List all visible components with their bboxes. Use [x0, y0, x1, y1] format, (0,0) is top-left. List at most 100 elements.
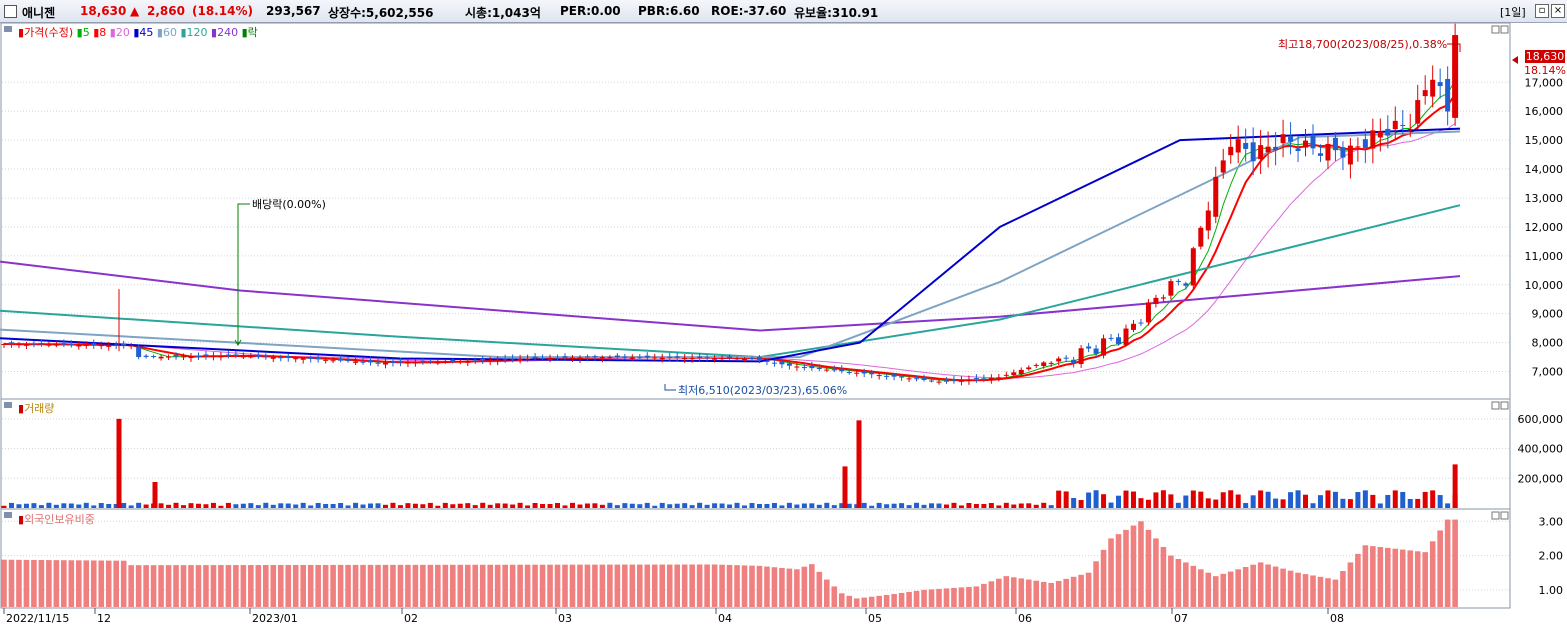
panel-menu-icon[interactable] — [4, 402, 12, 408]
volume-bar — [248, 503, 254, 508]
x-tick-label: 03 — [558, 612, 572, 625]
candle-body — [450, 359, 456, 362]
candle-body — [794, 366, 800, 368]
volume-bar — [158, 503, 164, 508]
candle-body — [16, 344, 22, 346]
panel-menu-icon[interactable] — [4, 26, 12, 32]
candle-body — [1101, 338, 1107, 356]
candle-body — [106, 345, 112, 347]
legend-entry: 45 — [139, 26, 153, 39]
candle-body — [1370, 130, 1376, 149]
volume-bar — [1445, 503, 1451, 508]
foreign-ratio-bar — [726, 564, 733, 607]
foreign-ratio-bar — [704, 564, 710, 607]
candle-body — [1325, 143, 1331, 161]
volume-bar — [300, 502, 306, 508]
volume-bar — [91, 505, 97, 508]
panel-close-icon[interactable] — [1500, 401, 1509, 410]
current-price-pointer — [1512, 56, 1518, 64]
candle-body — [637, 357, 643, 359]
candle-body — [943, 380, 949, 382]
candle-body — [876, 375, 882, 377]
foreign-ratio-bar — [786, 568, 793, 607]
candle-body — [181, 356, 187, 358]
maximize-icon[interactable]: ▫ — [1535, 4, 1549, 18]
candle-body — [1071, 359, 1077, 364]
volume-bar — [816, 504, 822, 508]
candle-body — [390, 361, 396, 363]
volume-bar — [106, 503, 112, 508]
candle-body — [929, 380, 935, 382]
candle-body — [973, 377, 979, 379]
foreign-tick-label: 1.00 — [1539, 584, 1564, 597]
volume-bar — [884, 504, 890, 508]
candle-body — [555, 357, 561, 359]
foreign-ratio-bar — [8, 559, 15, 607]
candle-body — [382, 362, 388, 365]
panel-close-icon[interactable] — [1500, 511, 1509, 520]
panel-maximize-icon[interactable] — [1491, 511, 1500, 520]
foreign-ratio-bar — [622, 564, 628, 607]
listed-shares: 상장수:5,602,556 — [328, 6, 434, 20]
foreign-ratio-bar — [1385, 547, 1391, 607]
candle-body — [1422, 90, 1428, 97]
candle-body — [540, 358, 546, 360]
foreign-ratio-bar — [816, 571, 823, 607]
foreign-ratio-bar — [38, 560, 45, 607]
foreign-ratio-bar — [509, 564, 516, 607]
volume-bar — [1370, 494, 1376, 508]
candle-body — [1011, 372, 1017, 376]
foreign-ratio-bar — [1272, 566, 1279, 607]
legend-marker: ▮ — [177, 26, 187, 39]
foreign-ratio-bar — [966, 586, 972, 607]
volume-bar — [869, 505, 875, 508]
foreign-ratio-bar — [23, 559, 30, 607]
volume-bar — [577, 504, 583, 508]
stock-chart[interactable]: 7,000 8,000 9,000 10,000 11,000 12,000 13,000 1… — [0, 22, 1567, 630]
panel-maximize-icon[interactable] — [1491, 25, 1500, 34]
candle-body — [128, 345, 134, 347]
panel-close-icon[interactable] — [1500, 25, 1509, 34]
foreign-ratio-bar — [158, 565, 164, 607]
volume-bar — [53, 504, 59, 508]
volume-bar — [233, 504, 239, 508]
foreign-ratio-bar — [996, 578, 1002, 607]
panel-menu-icon[interactable] — [4, 512, 12, 518]
period-selector[interactable]: [1일] — [1500, 6, 1526, 19]
price-tick-label: 17,000 — [1525, 76, 1564, 89]
foreign-ratio-bar — [442, 564, 449, 607]
candle-body — [667, 356, 673, 358]
volume-bar — [1071, 497, 1077, 508]
foreign-ratio-bar — [846, 595, 853, 607]
foreign-ratio-bar — [1138, 521, 1144, 607]
volume-bar — [562, 505, 568, 508]
foreign-ratio-bar — [1257, 562, 1264, 607]
candle-body — [1377, 131, 1383, 138]
foreign-ratio-bar — [345, 564, 351, 607]
volume-bar — [1347, 499, 1353, 508]
foreign-ratio-bar — [1355, 553, 1361, 607]
volume-bar — [263, 502, 269, 508]
volume-bar — [1310, 503, 1316, 508]
foreign-ratio-bar — [90, 560, 97, 607]
price-tick-label: 14,000 — [1525, 163, 1564, 176]
candle-body — [1205, 210, 1211, 231]
volume-bar — [749, 503, 755, 508]
volume-bar — [308, 505, 314, 508]
volume-bar — [861, 502, 867, 508]
volume-bar — [76, 504, 82, 508]
price-tick-label: 10,000 — [1525, 279, 1564, 292]
volume-bar — [457, 503, 463, 508]
volume-bar — [1086, 492, 1092, 508]
volume-bar — [1175, 502, 1181, 508]
legend-entry: 20 — [116, 26, 130, 39]
candle-body — [1086, 346, 1092, 349]
select-checkbox[interactable] — [4, 5, 17, 18]
candle-body — [23, 344, 29, 346]
volume-bar — [1183, 495, 1189, 508]
volume-bar — [973, 503, 979, 508]
panel-maximize-icon[interactable] — [1491, 401, 1500, 410]
close-icon[interactable]: × — [1551, 4, 1565, 18]
foreign-ratio-bar — [943, 588, 950, 607]
candle-body — [1250, 142, 1256, 162]
